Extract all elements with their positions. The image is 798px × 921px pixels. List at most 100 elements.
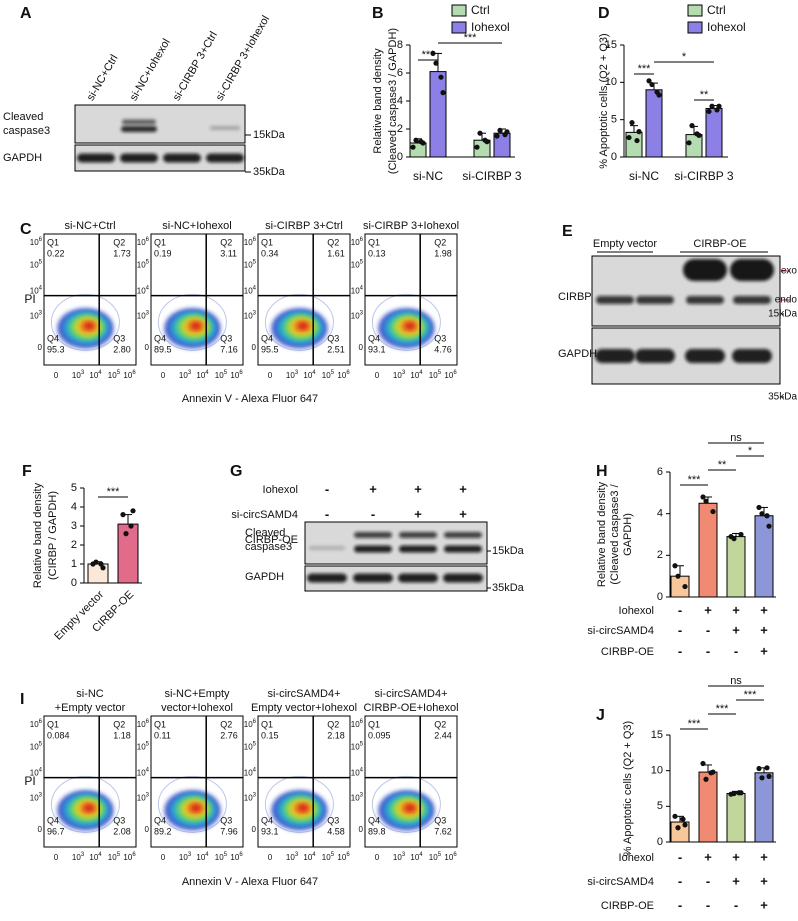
quadrant-value: 2.08: [113, 826, 131, 836]
tick-label: 106: [244, 237, 257, 248]
scatter-halo: [371, 775, 441, 833]
quadrant-name: Q3: [113, 815, 125, 825]
tick-label: 105: [322, 370, 335, 381]
plot-title: si-NC+Iohexol: [162, 220, 231, 232]
tick-label: 0: [38, 825, 43, 834]
quadrant-value: 3.11: [220, 248, 237, 258]
blot-band: [210, 126, 240, 130]
tick-label: 105: [215, 852, 228, 863]
tick-label: 104: [244, 767, 257, 778]
y-axis-label: (Cleaved caspase3 /: [609, 483, 621, 584]
tick-label: 106: [444, 852, 457, 863]
data-point: [764, 765, 770, 771]
quadrant-name: Q1: [47, 237, 59, 247]
legend-label: Ctrl: [471, 3, 490, 17]
quadrant-name: Q4: [154, 815, 166, 825]
tick-label: 0: [252, 343, 257, 352]
blot-band: [443, 573, 483, 583]
condition-sign: -: [706, 622, 710, 637]
data-point: [502, 132, 508, 138]
tick-label: 103: [351, 792, 364, 803]
data-point: [123, 531, 129, 537]
tick-base: 10: [137, 769, 146, 778]
y-axis-label: PI: [24, 292, 35, 306]
y-tick-label: 0: [611, 151, 617, 163]
y-tick-label: 1: [71, 558, 77, 570]
data-point: [646, 78, 652, 84]
tick-exponent: 3: [402, 370, 406, 376]
data-point: [731, 536, 737, 542]
tick-exponent: 5: [360, 259, 364, 265]
tick-label: 104: [410, 370, 423, 381]
tick-label: 103: [286, 370, 299, 381]
blot-band: [398, 573, 438, 583]
tick-label: 105: [244, 741, 257, 752]
blot-band: [730, 259, 774, 281]
condition-sign: +: [760, 643, 768, 658]
quadrant-value: 0.11: [154, 730, 171, 740]
error-bar: [630, 125, 638, 133]
tick-label: 106: [337, 852, 350, 863]
y-tick-label: 4: [397, 95, 403, 107]
tick-exponent: 5: [253, 259, 257, 265]
tick-exponent: 5: [438, 370, 442, 376]
data-point: [706, 108, 712, 115]
tick-exponent: 3: [39, 310, 43, 316]
tick-base: 10: [429, 371, 438, 380]
tick-exponent: 3: [295, 370, 299, 376]
data-point: [636, 129, 642, 135]
quadrant-name: Q3: [434, 815, 446, 825]
quadrant-value: 0.19: [154, 248, 172, 258]
tick-label: 106: [351, 237, 364, 248]
tick-label: 0: [359, 825, 364, 834]
tick-label: 104: [89, 370, 102, 381]
tick-label: 104: [410, 852, 423, 863]
legend-label: Iohexol: [707, 20, 746, 34]
condition-sign: +: [459, 506, 467, 521]
data-point: [477, 130, 483, 136]
tick-base: 10: [137, 720, 146, 729]
tick-exponent: 5: [224, 370, 228, 376]
tick-base: 10: [30, 238, 39, 247]
significance-label: ***: [464, 32, 478, 44]
tick-base: 0: [375, 371, 380, 380]
data-point: [98, 561, 104, 567]
tick-exponent: 3: [188, 370, 192, 376]
tick-exponent: 3: [360, 792, 364, 798]
quadrant-name: Q4: [47, 333, 59, 343]
quadrant-value: 95.3: [47, 344, 65, 354]
tick-base: 10: [286, 371, 295, 380]
tick-exponent: 6: [253, 237, 257, 243]
condition-sign: +: [704, 602, 712, 617]
significance-label: ***: [744, 689, 758, 701]
bar: [685, 134, 703, 158]
tick-exponent: 6: [239, 852, 243, 858]
data-point: [418, 139, 424, 145]
tick-exponent: 4: [312, 852, 316, 858]
legend-swatch: [451, 21, 467, 34]
significance-label: ns: [730, 432, 742, 444]
quadrant-name: Q3: [220, 815, 232, 825]
significance-label: ***: [107, 486, 121, 498]
data-point: [759, 775, 765, 781]
data-point: [766, 523, 772, 529]
condition-sign: -: [734, 643, 738, 658]
quadrant-value: 2.76: [220, 730, 238, 740]
tick-label: 103: [244, 792, 257, 803]
tick-exponent: 3: [39, 792, 43, 798]
condition-sign: +: [760, 602, 768, 617]
tick-exponent: 4: [146, 285, 150, 291]
data-point: [714, 107, 720, 113]
scatter-halo: [157, 293, 227, 351]
y-tick-label: 0: [657, 836, 663, 848]
quadrant-name: Q1: [368, 719, 380, 729]
quadrant-name: Q4: [368, 815, 380, 825]
marker-label: 35kDa: [492, 582, 525, 594]
tick-base: 10: [123, 371, 132, 380]
plot-title: si-NC: [76, 688, 104, 700]
tick-exponent: 4: [312, 370, 316, 376]
data-point: [694, 131, 700, 137]
quadrant-value: 0.084: [47, 730, 70, 740]
tick-label: 105: [351, 741, 364, 752]
x-axis-label: Annexin V - Alexa Fluor 647: [182, 876, 318, 888]
